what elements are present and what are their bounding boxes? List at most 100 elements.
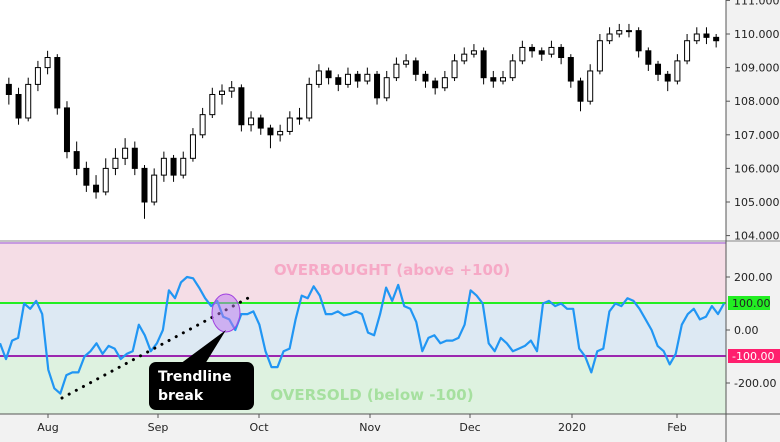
bear-candle-body [267, 127, 274, 136]
bull-candle-body [219, 90, 226, 95]
candle [73, 141, 80, 176]
candle [238, 84, 245, 132]
candle [151, 168, 158, 206]
candle [567, 54, 574, 88]
time-tick-label: Feb [667, 421, 686, 434]
price-tick-label: 111.000 [734, 0, 780, 7]
oversold-badge-label: -100.00 [732, 350, 774, 363]
candle [102, 158, 109, 196]
candle [315, 64, 322, 88]
bear-candle-body [577, 80, 584, 102]
bull-candle-body [315, 70, 322, 85]
bear-candle-body [567, 57, 574, 82]
candle [189, 128, 196, 162]
bull-candle-body [451, 60, 458, 79]
bear-candle-body [422, 73, 429, 82]
candle [374, 70, 381, 105]
candle [403, 54, 410, 68]
bear-candle-body [703, 33, 710, 38]
bear-candle-body [432, 80, 439, 89]
candle [5, 77, 12, 105]
price-tick-label: 107.000 [734, 129, 780, 142]
bull-candle-body [112, 157, 119, 169]
callout-pointer [180, 330, 226, 364]
candle [519, 40, 526, 65]
overbought-zone [0, 242, 726, 303]
cci-line [0, 275, 725, 395]
bear-candle-body [141, 167, 148, 203]
bear-candle-body [538, 50, 545, 55]
bull-candle-body [248, 117, 255, 126]
bear-candle-body [655, 63, 662, 75]
time-tick-label: Oct [249, 421, 269, 434]
candle [344, 67, 351, 88]
bear-candle-body [54, 57, 61, 109]
bear-candle-body [257, 117, 264, 129]
bull-candle-body [34, 67, 41, 85]
candle [219, 84, 226, 105]
candle [306, 77, 313, 122]
candle [83, 161, 90, 192]
candle [209, 87, 216, 118]
callout-line2: break [158, 388, 204, 404]
bear-candle-body [170, 157, 177, 176]
bull-candle-body [499, 77, 506, 82]
oversold-zone [0, 356, 726, 414]
candle [354, 70, 361, 88]
bull-candle-body [470, 50, 477, 55]
time-axis [0, 414, 780, 442]
bull-candle-body [209, 93, 216, 116]
bear-candle-body [490, 77, 497, 82]
break-highlight [211, 293, 241, 333]
candle [141, 165, 148, 219]
candle [664, 70, 671, 92]
candle [713, 34, 720, 48]
candle [480, 47, 487, 85]
bear-candle-body [480, 50, 487, 79]
price-tick-label: 108.000 [734, 95, 780, 108]
candle [451, 54, 458, 82]
candle [383, 70, 390, 102]
candle [296, 107, 303, 125]
price-axis [726, 0, 780, 442]
candle [63, 101, 70, 159]
cci-tick-label: 200.00 [734, 271, 773, 284]
overbought-label: OVERBOUGHT (above +100) [274, 261, 510, 279]
candle [558, 44, 565, 65]
candle [112, 148, 119, 176]
bear-candle-body [325, 70, 332, 79]
cci-tick-label: -200.00 [734, 377, 776, 390]
bear-candle-body [83, 167, 90, 186]
bear-candle-body [15, 93, 22, 119]
bull-candle-body [587, 70, 594, 102]
bull-candle-body [684, 40, 691, 62]
oversold-badge [728, 349, 780, 363]
bull-candle-body [625, 30, 632, 33]
candle [170, 154, 177, 182]
callout-line1: Trendline [158, 369, 231, 385]
time-tick-label: Dec [459, 421, 480, 434]
candle [432, 77, 439, 95]
price-tick-label: 110.000 [734, 28, 780, 41]
bull-candle-body [151, 174, 158, 203]
bull-candle-body [160, 157, 167, 176]
overbought-badge [728, 296, 770, 310]
candle [635, 27, 642, 58]
candle [335, 74, 342, 92]
price-tick-label: 106.000 [734, 162, 780, 175]
bear-candle-body [5, 83, 12, 95]
time-tick-label: 2020 [558, 421, 586, 434]
bear-candle-body [529, 46, 536, 52]
bull-candle-body [296, 117, 303, 120]
bear-candle-body [238, 87, 245, 126]
neutral-zone [0, 303, 726, 356]
bear-candle-body [645, 50, 652, 65]
candle [93, 175, 100, 199]
candle [577, 77, 584, 112]
price-tick-label: 105.000 [734, 196, 780, 209]
candle [15, 87, 22, 125]
bull-candle-body [441, 77, 448, 89]
bull-candle-body [44, 57, 51, 69]
candle [616, 23, 623, 38]
